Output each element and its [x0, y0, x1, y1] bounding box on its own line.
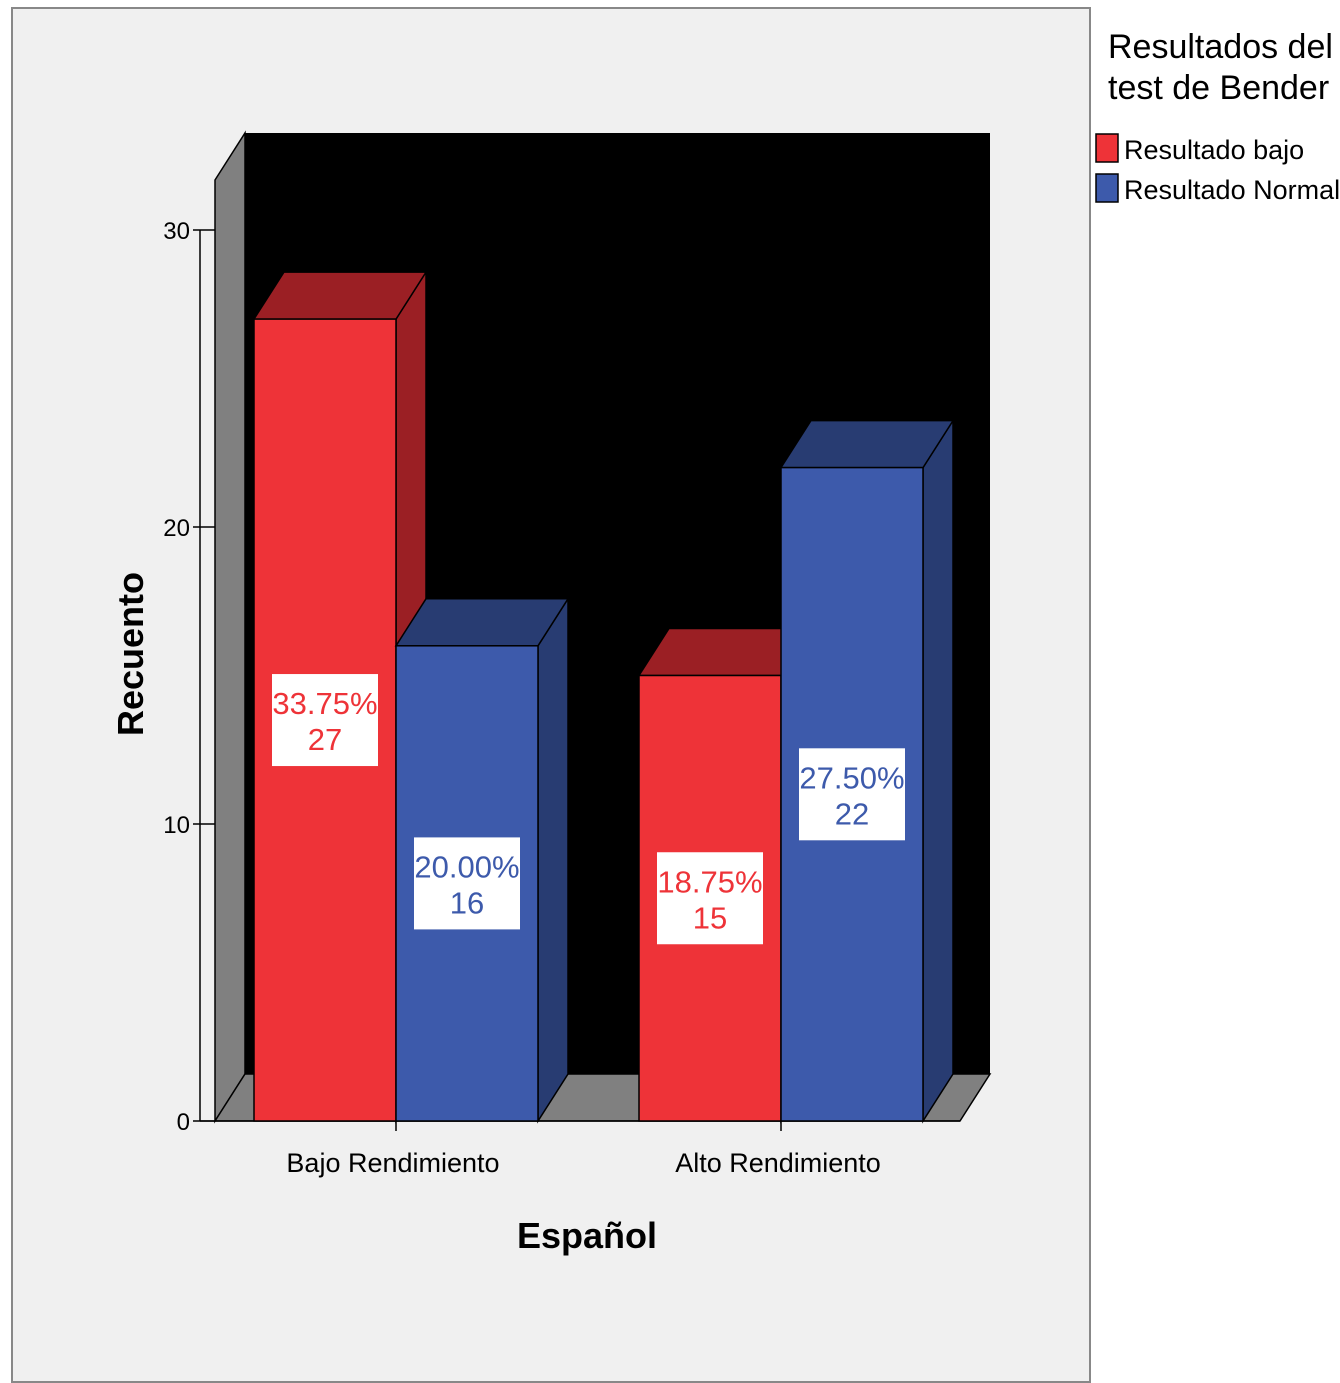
legend-title-line-1: Resultados del: [1108, 28, 1333, 66]
bar-bajo-rendimiento-resultado-normal-top: [394, 598, 570, 647]
legend-swatch-resultado-bajo: [1095, 133, 1119, 163]
x-axis-title: Español: [517, 1215, 657, 1256]
legend-title-line-2: test de Bender: [1108, 69, 1329, 107]
data-label-box: [272, 674, 378, 767]
legend-swatch-resultado-normal: [1095, 173, 1119, 203]
bar-alto-rendimiento-resultado-normal-side: [922, 418, 954, 1124]
y-axis-title: Recuento: [110, 572, 151, 736]
data-label-bajo-rendimiento-resultado-normal: 20.00%16: [414, 837, 520, 930]
y-tick-label-30: 30: [163, 218, 190, 245]
legend-label-resultado-bajo: Resultado bajo: [1124, 135, 1304, 165]
data-label-percent: 20.00%: [414, 849, 519, 884]
y-tick-label-20: 20: [163, 515, 190, 542]
y-tick-label-10: 10: [163, 812, 190, 839]
data-label-percent: 18.75%: [657, 864, 762, 899]
data-label-alto-rendimiento-resultado-normal: 27.50%22: [799, 748, 905, 841]
legend: Resultados del test de Bender Resultado …: [1095, 28, 1340, 205]
data-label-bajo-rendimiento-resultado-bajo: 33.75%27: [272, 674, 378, 767]
data-label-box: [414, 837, 520, 930]
bar-alto-rendimiento-resultado-normal-top: [779, 419, 955, 469]
bar-bajo-rendimiento-resultado-bajo-top: [252, 271, 428, 320]
side-wall: [214, 130, 246, 1124]
data-label-box: [657, 852, 763, 945]
bar-bajo-rendimiento-resultado-normal-side: [537, 596, 569, 1124]
x-tick-label-alto-rendimiento: Alto Rendimiento: [675, 1148, 881, 1178]
data-label-alto-rendimiento-resultado-bajo: 18.75%15: [657, 852, 763, 945]
data-label-count: 16: [450, 885, 484, 920]
data-labels: 33.75%27 20.00%16 18.75%15 27.50%22: [272, 674, 905, 945]
data-label-count: 15: [693, 900, 727, 935]
x-axis: Bajo Rendimiento Alto Rendimiento: [286, 1121, 881, 1178]
data-label-percent: 27.50%: [799, 760, 904, 795]
data-label-percent: 33.75%: [272, 686, 377, 721]
data-label-count: 27: [308, 722, 342, 757]
data-label-box: [799, 748, 905, 841]
y-tick-label-0: 0: [177, 1109, 190, 1136]
data-label-count: 22: [835, 796, 869, 831]
x-tick-label-bajo-rendimiento: Bajo Rendimiento: [286, 1148, 499, 1178]
legend-label-resultado-normal: Resultado Normal: [1124, 175, 1340, 205]
